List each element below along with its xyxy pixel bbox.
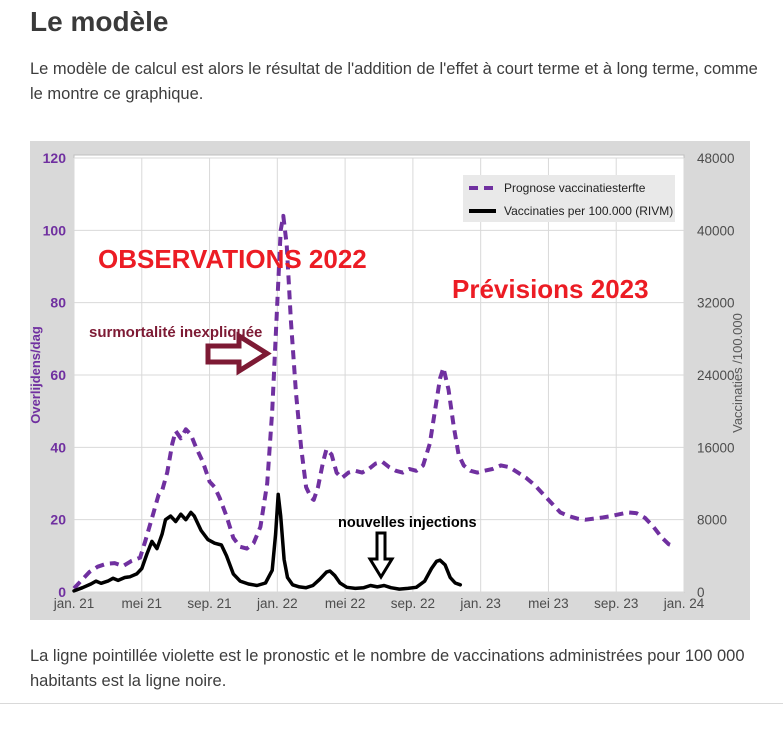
series-solid	[72, 492, 463, 593]
x-tick-label: mei 21	[122, 596, 163, 611]
y-left-tick-label: 60	[50, 367, 66, 383]
intro-text: Le modèle de calcul est alors le résulta…	[30, 60, 758, 103]
legend-label-prognose: Prognose vaccinatiesterfte	[504, 181, 646, 195]
annotation-previsions-2023: Prévisions 2023	[452, 274, 649, 304]
page-title: Le modèle	[30, 6, 169, 37]
y-right-tick-label: 8000	[697, 513, 727, 528]
y-axis-right-title: Vaccinaties /100.000	[730, 313, 745, 433]
annotation-nouvelles-injections: nouvelles injections	[338, 515, 477, 531]
x-tick-label: mei 23	[528, 596, 569, 611]
annotation-surmortalite: surmortalité inexpliquée	[89, 324, 262, 341]
y-right-tick-label: 32000	[697, 296, 735, 311]
annotation-observations-2022: OBSERVATIONS 2022	[98, 244, 367, 274]
y-right-tick-label: 16000	[697, 440, 735, 455]
series-dashed	[72, 213, 677, 590]
y-left-tick-label: 20	[50, 512, 66, 528]
caption-text: La ligne pointillée violette est le pron…	[30, 647, 745, 690]
bottom-divider	[0, 703, 783, 704]
y-left-tick-label: 100	[43, 222, 67, 238]
x-tick-label: jan. 21	[53, 596, 95, 611]
x-tick-label: jan. 22	[256, 596, 298, 611]
axis-ticks: 0 0 20 8000 40 16000 60 24000 80 32000 100 40000 120…	[43, 150, 735, 611]
legend-label-vaccinaties: Vaccinaties per 100.000 (RIVM)	[504, 204, 673, 218]
x-tick-label: sep. 21	[187, 596, 231, 611]
y-left-tick-label: 40	[50, 439, 66, 455]
y-left-tick-label: 80	[50, 295, 66, 311]
chart-svg: 0 0 20 8000 40 16000 60 24000 80 32000 100 40000 120…	[28, 150, 745, 611]
y-axis-left-title: Overlijdens/dag	[30, 326, 43, 424]
y-left-tick-label: 0	[58, 584, 66, 600]
x-tick-label: jan. 23	[459, 596, 501, 611]
legend-background	[463, 175, 675, 222]
y-right-tick-label: 24000	[697, 368, 735, 383]
y-right-tick-label: 0	[697, 585, 705, 600]
y-right-tick-label: 40000	[697, 223, 735, 238]
y-right-tick-label: 48000	[697, 151, 735, 166]
x-tick-label: mei 22	[325, 596, 366, 611]
right-arrow-icon	[205, 331, 272, 376]
x-tick-label: sep. 22	[391, 596, 435, 611]
y-left-tick-label: 120	[43, 150, 67, 166]
x-tick-label: sep. 23	[594, 596, 638, 611]
chart-legend: Prognose vaccinatiesterfte Vaccinaties p…	[463, 175, 675, 222]
down-arrow-icon	[367, 531, 395, 580]
chart: 0 0 20 8000 40 16000 60 24000 80 32000 100 40000 120…	[28, 141, 750, 620]
x-tick-label: jan. 24	[663, 596, 705, 611]
series-lines	[72, 213, 677, 593]
